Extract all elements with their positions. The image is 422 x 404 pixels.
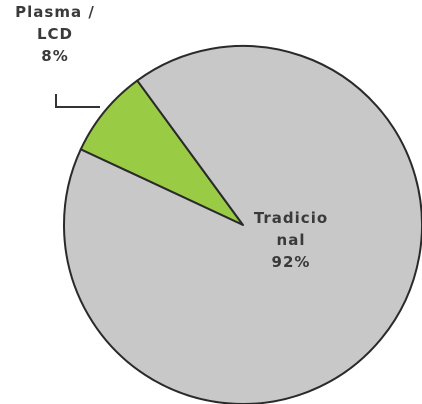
category-label: Plasma / LCD xyxy=(15,3,95,43)
slice-label: Plasma / LCD 8% xyxy=(10,1,100,67)
pie-slice xyxy=(79,79,244,226)
value-label: 92% xyxy=(271,253,311,271)
pie-slice xyxy=(63,45,422,404)
category-label: Tradicional xyxy=(253,209,329,249)
value-label: 8% xyxy=(41,47,69,65)
leader-line xyxy=(55,94,100,108)
slice-label: Tradicional 92% xyxy=(248,207,334,273)
